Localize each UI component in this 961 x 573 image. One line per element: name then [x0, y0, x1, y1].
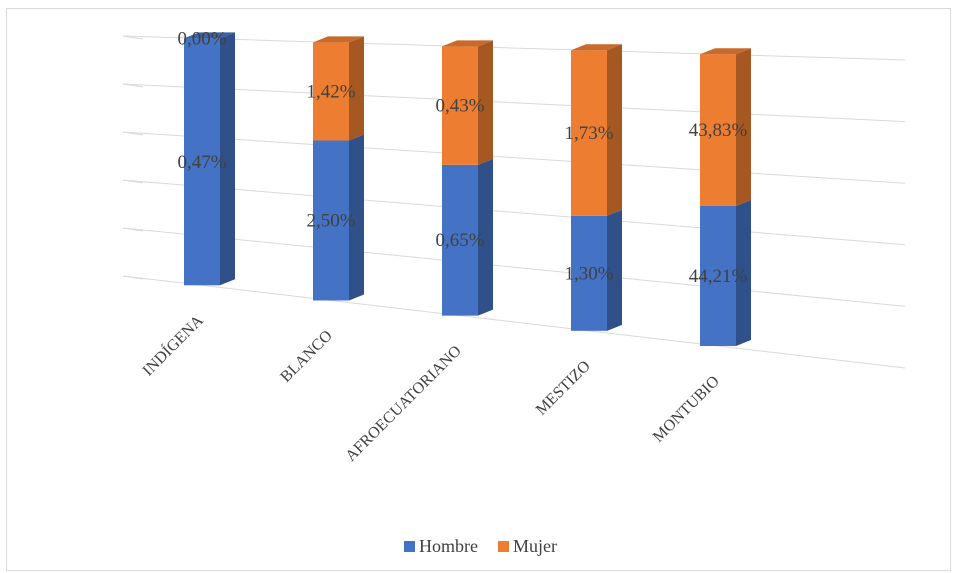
bar-hombre-indígena	[184, 38, 220, 286]
bar-hombre-montubio	[700, 205, 736, 346]
gridline	[122, 179, 906, 246]
bar-side-hombre-indígena	[220, 32, 235, 286]
gridlines	[122, 35, 906, 369]
bar-side-mujer-mestizo	[607, 44, 622, 216]
legend-label-mujer: Mujer	[512, 535, 557, 556]
bar-side-hombre-mestizo	[607, 209, 622, 331]
category-label: AFROECUATORIANO	[342, 342, 464, 464]
bar-side-mujer-afroecuatoriano	[478, 40, 493, 165]
bars	[184, 32, 751, 346]
legend-item-mujer: Mujer	[497, 535, 557, 557]
legend: Hombre Mujer	[0, 533, 961, 559]
data-label-mujer-mestizo: 1,73%	[564, 123, 613, 144]
data-label-hombre-indígena: 0,47%	[177, 152, 226, 173]
bar-mujer-blanco	[313, 42, 349, 141]
data-label-mujer-indígena: 0,00%	[177, 28, 226, 49]
gridline	[122, 131, 906, 184]
category-label: INDÍGENA	[138, 310, 207, 379]
category-label: MESTIZO	[533, 358, 594, 419]
gridline-floor-edge	[122, 227, 144, 232]
bar-side-hombre-montubio	[736, 199, 751, 346]
gridline-floor-edge	[122, 275, 144, 280]
bar-mujer-mestizo	[571, 50, 607, 216]
bar-hombre-mestizo	[571, 215, 607, 331]
data-label-hombre-afroecuatoriano: 0,65%	[435, 230, 484, 251]
bar-top-mujer-montubio	[700, 48, 751, 55]
data-labels: 0,47% 0,00% 2,50% 1,42% 0,65% 0,43% 1,30% 1,73%…	[177, 28, 747, 287]
gridline-floor-edge	[122, 35, 144, 40]
gridline-floor-edge	[122, 83, 144, 88]
bar-top-mujer-blanco	[313, 36, 364, 43]
bar-mujer-afroecuatoriano	[442, 46, 478, 165]
category-axis-labels: INDÍGENA BLANCO AFROECUATORIANO MESTIZO MONT…	[138, 310, 723, 465]
legend-swatch-mujer	[497, 540, 509, 552]
gridline	[122, 227, 906, 307]
bar-top-hombre-indígena	[184, 32, 235, 39]
data-label-mujer-afroecuatoriano: 0,43%	[435, 96, 484, 117]
category-label: BLANCO	[277, 327, 336, 386]
gridline-floor-edge	[122, 179, 144, 184]
legend-item-hombre: Hombre	[404, 536, 478, 557]
gridline-floor-edge	[122, 131, 144, 136]
bar-top-mujer-afroecuatoriano	[442, 40, 493, 47]
bar-side-mujer-blanco	[349, 36, 364, 141]
data-label-hombre-blanco: 2,50%	[306, 210, 355, 231]
gridline	[122, 275, 906, 369]
bar-hombre-blanco	[313, 140, 349, 301]
bar-mujer-montubio	[700, 54, 736, 206]
data-label-mujer-montubio: 43,83%	[689, 120, 748, 141]
gridline	[122, 35, 906, 61]
bar-side-hombre-blanco	[349, 134, 364, 301]
data-label-hombre-mestizo: 1,30%	[564, 263, 613, 284]
data-label-mujer-blanco: 1,42%	[306, 81, 355, 102]
data-label-hombre-montubio: 44,21%	[689, 266, 748, 287]
bar-top-mujer-mestizo	[571, 44, 622, 51]
legend-swatch-hombre	[404, 540, 415, 552]
bar-side-hombre-afroecuatoriano	[478, 158, 493, 316]
category-label: MONTUBIO	[650, 373, 723, 446]
bar-hombre-afroecuatoriano	[442, 164, 478, 316]
bar-side-mujer-montubio	[736, 48, 751, 206]
gridline	[122, 83, 906, 123]
legend-label-hombre: Hombre	[419, 535, 478, 556]
